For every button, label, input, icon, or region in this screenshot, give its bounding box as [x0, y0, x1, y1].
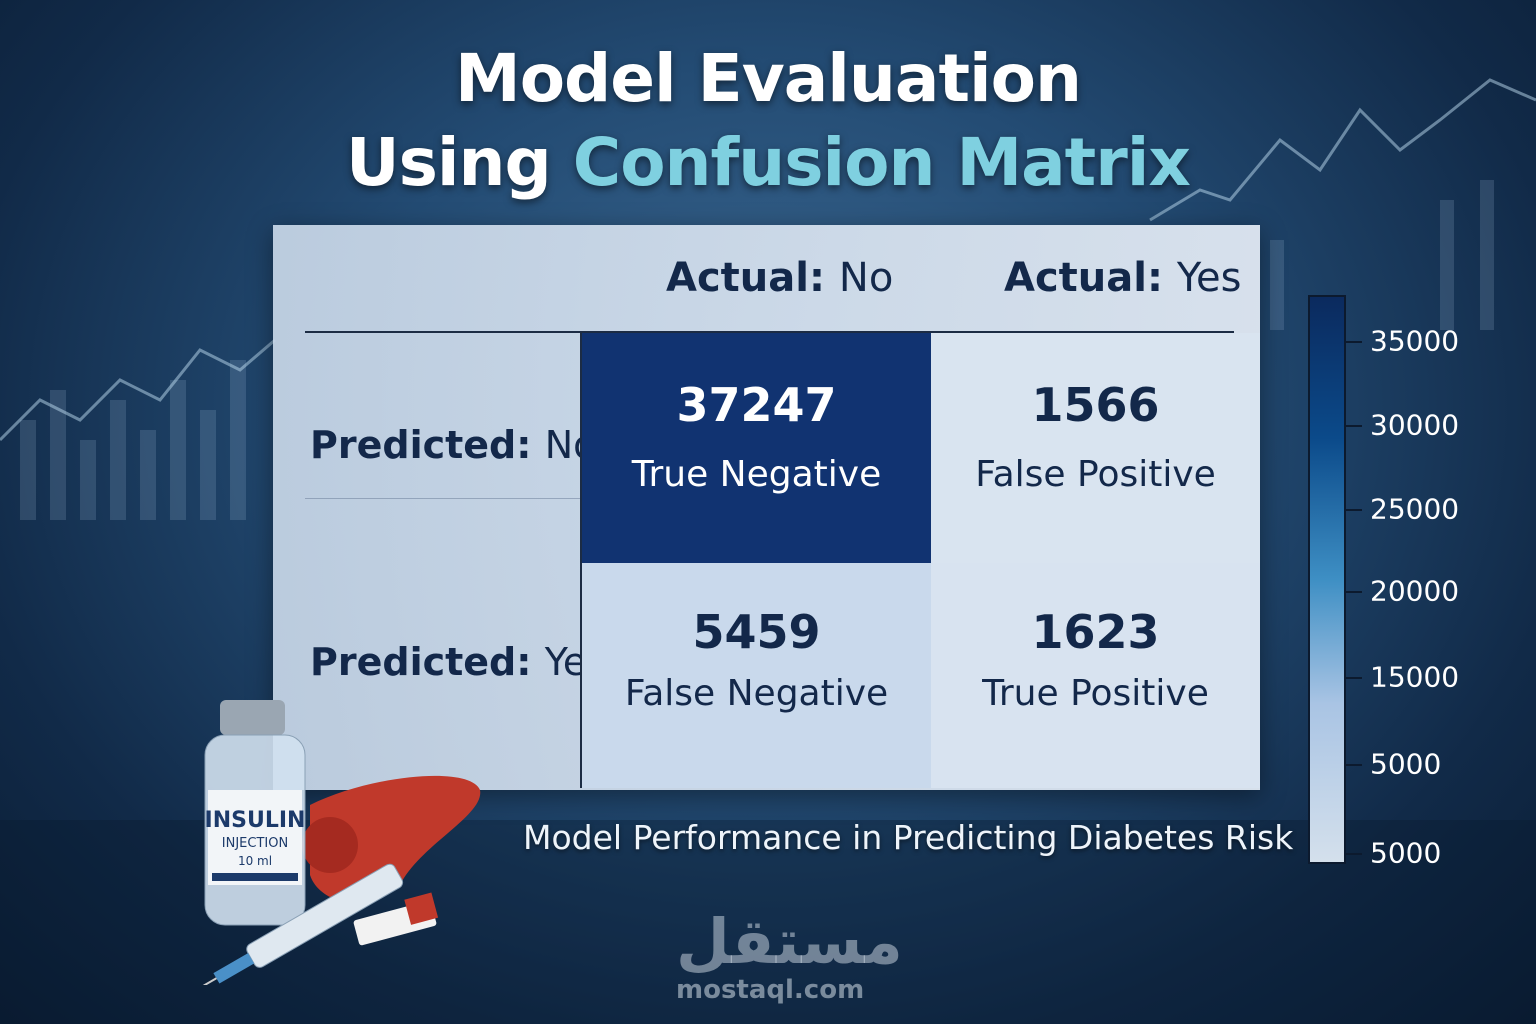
colorbar-tick	[1344, 341, 1362, 343]
cell-value: 5459	[692, 605, 821, 659]
cell-false-positive: 1566 False Positive	[931, 333, 1260, 563]
cell-label: False Positive	[975, 454, 1216, 495]
col-header-actual-yes: Actual: Yes	[1004, 255, 1242, 301]
colorbar-tick	[1344, 591, 1362, 593]
insulin-vial-syringe-illustration: INSULIN INJECTION 10 ml	[170, 700, 481, 985]
watermark-url: mostaql.com	[676, 975, 865, 1005]
matrix-left-border	[580, 333, 582, 788]
title-line-2: Using Confusion Matrix	[0, 124, 1536, 201]
colorbar-tick-label: 20000	[1370, 574, 1460, 608]
cell-value: 1623	[1031, 605, 1160, 659]
row-divider	[305, 498, 581, 499]
colorbar-tick	[1344, 764, 1362, 766]
colorbar-tick	[1344, 425, 1362, 427]
cell-false-negative: 5459 False Negative	[582, 563, 931, 788]
colorbar-tick-label: 15000	[1370, 660, 1460, 694]
svg-text:INJECTION: INJECTION	[222, 836, 288, 851]
svg-text:10 ml: 10 ml	[238, 854, 272, 868]
header-divider	[305, 331, 1234, 333]
cell-label: True Negative	[631, 454, 882, 495]
cell-label: True Positive	[982, 673, 1209, 714]
colorbar-tick	[1344, 853, 1362, 855]
colorbar-tick	[1344, 509, 1362, 511]
cell-value: 1566	[1031, 378, 1160, 432]
title-line-1: Model Evaluation	[455, 40, 1082, 117]
title-plain: Using	[346, 124, 573, 201]
row-header-predicted-no: Predicted: No	[310, 423, 597, 467]
colorbar-tick-label: 5000	[1370, 836, 1442, 870]
colorbar-tick-label: 30000	[1370, 408, 1460, 442]
colorbar-tick	[1344, 677, 1362, 679]
cell-true-negative: 37247 True Negative	[582, 333, 931, 563]
colorbar-tick-label: 5000	[1370, 747, 1442, 781]
svg-text:INSULIN: INSULIN	[205, 808, 306, 833]
watermark-arabic: مستقل	[676, 905, 903, 978]
cell-true-positive: 1623 True Positive	[931, 563, 1260, 788]
colorbar-tick-label: 35000	[1370, 324, 1460, 358]
colorbar-tick-label: 25000	[1370, 492, 1460, 526]
colorbar	[1308, 295, 1346, 864]
row-header-predicted-yes: Predicted: Yes	[310, 640, 607, 684]
col-header-actual-no: Actual: No	[666, 255, 894, 301]
cell-value: 37247	[676, 378, 837, 432]
caption: Model Performance in Predicting Diabetes…	[523, 818, 1294, 857]
title-accent: Confusion Matrix	[572, 124, 1191, 201]
cell-label: False Negative	[624, 673, 889, 714]
